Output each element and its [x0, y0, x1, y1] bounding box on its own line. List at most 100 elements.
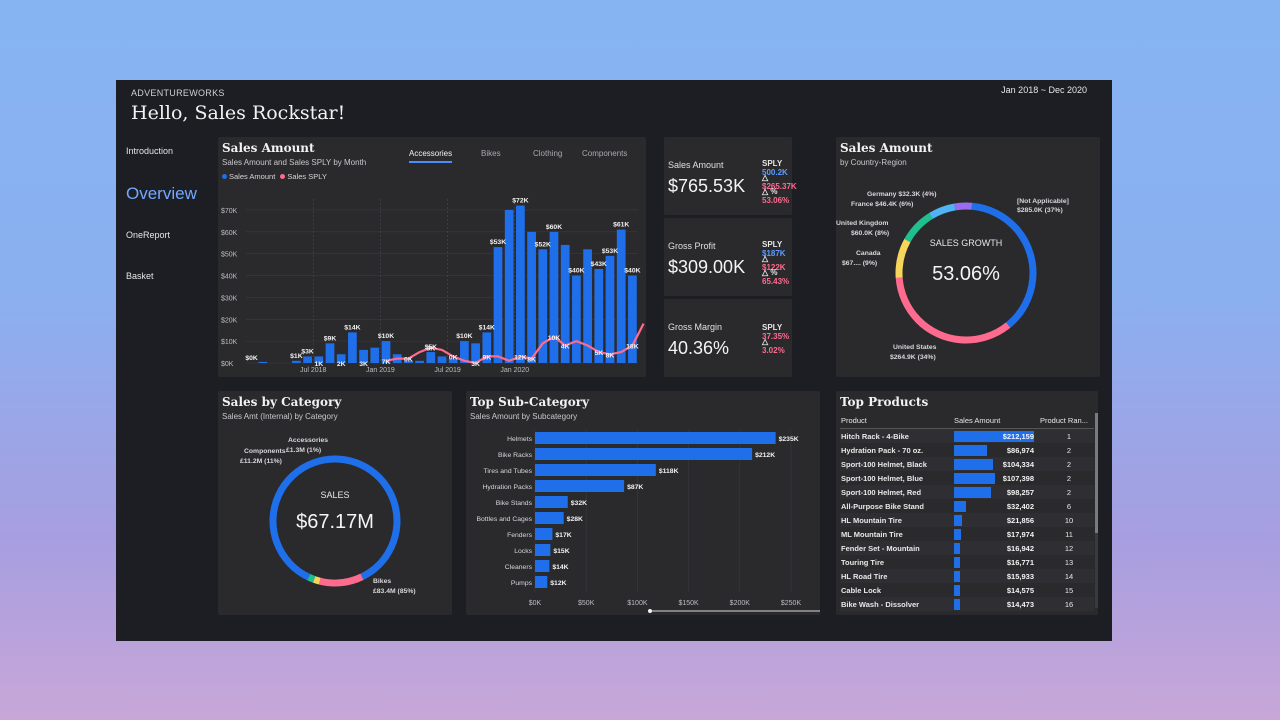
x-tick-label: Jan 2019 — [366, 367, 395, 374]
product-rank: 15 — [1064, 585, 1074, 595]
report-canvas: ADVENTUREWORKS Hello, Sales Rockstar! Ja… — [116, 80, 1112, 641]
col-product-rank[interactable]: Product Ran... — [1040, 416, 1088, 425]
sales-databar — [954, 556, 961, 568]
table-row[interactable]: Sport-100 Helmet, Red $98,257 2 — [840, 485, 1094, 499]
bar — [303, 356, 312, 363]
category-label: Bottles and Cages — [476, 516, 532, 523]
line-data-label: 9K — [482, 354, 491, 361]
monthly-subtitle: Sales Amount and Sales SPLY by Month — [222, 158, 367, 167]
tab-components[interactable]: Components — [582, 149, 628, 158]
tab-clothing[interactable]: Clothing — [533, 149, 563, 158]
table-row[interactable]: ML Mountain Tire $17,974 11 — [840, 527, 1094, 541]
bar-data-label: $61K — [613, 222, 629, 229]
sales-databar — [954, 528, 961, 540]
center-value: $67.17M — [296, 511, 374, 533]
sales-cell: $14,575 — [954, 584, 1038, 596]
bar — [527, 231, 536, 363]
category-label: Pumps — [511, 580, 533, 587]
slice-label: $67.... (9%) — [842, 260, 877, 267]
nav-basket[interactable]: Basket — [126, 271, 154, 281]
bar-value-label: $14K — [552, 564, 568, 571]
table-row[interactable]: HL Mountain Tire $21,856 10 — [840, 513, 1094, 527]
monthly-title: Sales Amount — [222, 141, 315, 155]
bar — [460, 341, 469, 363]
sales-cell: $16,942 — [954, 542, 1038, 554]
sales-cell: $98,257 — [954, 486, 1038, 498]
y-tick-label: $0K — [221, 361, 234, 368]
bar — [493, 247, 503, 363]
tab-accessories[interactable]: Accessories — [409, 149, 453, 163]
slice-label: Components — [244, 448, 286, 455]
product-name: Sport-100 Helmet, Black — [841, 459, 927, 469]
kpi-sales-pct-label: % — [770, 187, 778, 196]
category-subtitle: Sales Amt (Internal) by Category — [222, 412, 338, 421]
product-name: ML Mountain Tire — [841, 529, 903, 539]
subcategory-bar — [535, 544, 551, 556]
page-title: Hello, Sales Rockstar! — [131, 102, 346, 124]
bar-data-label: $52K — [535, 241, 551, 248]
table-row[interactable]: Hitch Rack - 4-Bike $212,159 1 — [840, 429, 1094, 443]
bar-data-label: $43K — [591, 261, 607, 268]
sales-databar — [954, 486, 992, 498]
date-range[interactable]: Jan 2018 ~ Dec 2020 — [1001, 85, 1087, 95]
bar — [616, 229, 626, 363]
subcategory-bar — [535, 512, 564, 524]
category-label: Tires and Tubes — [484, 468, 533, 475]
line-data-label: 10K — [548, 335, 561, 342]
bar-data-label: $40K — [624, 268, 640, 275]
bar-data-label: $1K — [290, 353, 303, 360]
products-scrollthumb[interactable] — [1095, 413, 1098, 533]
table-row[interactable]: Hydration Pack - 70 oz. $86,974 2 — [840, 443, 1094, 457]
table-row[interactable]: Bike Wash - Dissolver $14,473 16 — [840, 597, 1094, 611]
sales-cell: $17,974 — [954, 528, 1038, 540]
col-sales-amount[interactable]: Sales Amount — [954, 416, 1001, 425]
col-product[interactable]: Product — [841, 416, 867, 425]
products-scrollbar[interactable] — [1095, 413, 1098, 608]
kpi-sales-delta-value: $265.37K — [762, 182, 797, 191]
x-tick-label: Jul 2018 — [300, 367, 327, 374]
product-rank: 1 — [1066, 431, 1072, 441]
nav-onereport[interactable]: OneReport — [126, 230, 171, 240]
sply-line — [385, 323, 645, 365]
product-name: HL Mountain Tire — [841, 515, 902, 525]
kpi-profit-sply: SPLY $187K — [762, 240, 792, 258]
bar — [437, 356, 447, 363]
line-data-label: 1K — [314, 361, 323, 368]
nav-overview[interactable]: Overview — [126, 184, 197, 203]
table-row[interactable]: Touring Tire $16,771 13 — [840, 555, 1094, 569]
subcategory-bar — [535, 576, 548, 588]
product-name: Hydration Pack - 70 oz. — [841, 445, 924, 455]
kpi-profit-sply-value: $187K — [762, 249, 786, 258]
slice-label: United States — [893, 344, 937, 351]
line-data-label: 12K — [514, 354, 527, 361]
line-data-label: 5K — [594, 350, 603, 357]
kpi-sales-sply: SPLY 500.2K — [762, 159, 792, 177]
table-row[interactable]: All-Purpose Bike Stand $32,402 6 — [840, 499, 1094, 513]
table-row[interactable]: Sport-100 Helmet, Black $104,334 2 — [840, 457, 1094, 471]
slice-label: Accessories — [288, 437, 328, 444]
y-tick-label: $50K — [221, 252, 238, 259]
kpi-margin-delta: △ 3.02% — [762, 337, 792, 355]
bar — [258, 361, 268, 363]
kpi-sales-card: Sales Amount $765.53K SPLY 500.2K △ $265… — [664, 137, 797, 215]
bar — [359, 349, 368, 363]
kpi-margin-label: Gross Margin — [668, 322, 723, 332]
triangle-icon: △ — [762, 254, 769, 263]
kpi-profit-delta-value: $122K — [762, 263, 786, 272]
kpi-profit-pct: △ % 65.43% — [762, 268, 792, 286]
subcategory-bar — [535, 480, 625, 492]
product-name: Sport-100 Helmet, Red — [841, 487, 922, 497]
bar-data-label: $3K — [301, 348, 314, 355]
bar — [336, 354, 346, 363]
nav-introduction[interactable]: Introduction — [126, 146, 174, 156]
tab-bikes[interactable]: Bikes — [481, 149, 501, 158]
table-row[interactable]: Fender Set - Mountain $16,942 12 — [840, 541, 1094, 555]
table-row[interactable]: Cable Lock $14,575 15 — [840, 583, 1094, 597]
table-row[interactable]: HL Road Tire $15,933 14 — [840, 569, 1094, 583]
legend-sply: Sales SPLY — [287, 172, 327, 181]
bar — [605, 255, 615, 363]
table-row[interactable]: Sport-100 Helmet, Blue $107,398 2 — [840, 471, 1094, 485]
kpi-sales-label: Sales Amount — [668, 160, 724, 170]
bar-value-label: $212K — [755, 452, 775, 459]
scroll-handle-start — [648, 609, 652, 613]
